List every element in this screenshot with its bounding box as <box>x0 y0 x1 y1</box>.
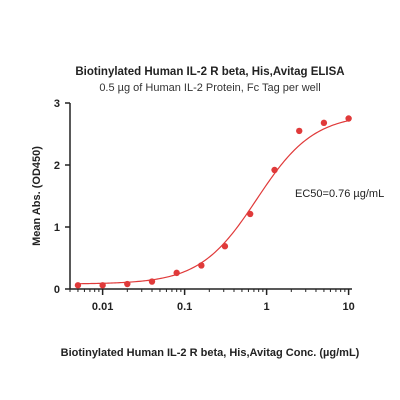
chart-subtitle: 0.5 µg of Human IL-2 Protein, Fc Tag per… <box>99 82 320 94</box>
data-points <box>74 115 352 289</box>
y-tick-label: 3 <box>54 98 60 110</box>
x-tick-label: 1 <box>264 301 270 313</box>
data-point <box>148 278 156 285</box>
x-tick-label: 0.01 <box>92 301 113 313</box>
data-point <box>296 127 303 135</box>
data-point <box>198 262 205 269</box>
data-point <box>246 210 254 218</box>
x-tick-label: 10 <box>342 301 354 313</box>
y-tick-label: 1 <box>54 222 60 234</box>
x-axis-label: Biotinylated Human IL-2 R beta, His,Avit… <box>61 347 360 359</box>
y-tick-label: 0 <box>54 284 60 296</box>
data-point <box>124 280 131 288</box>
data-point <box>173 269 180 277</box>
fit-curve <box>77 120 349 285</box>
chart-title: Biotinylated Human IL-2 R beta, His,Avit… <box>75 66 344 78</box>
y-tick-label: 2 <box>54 160 60 172</box>
y-axis: 0 1 2 3 <box>54 98 71 296</box>
data-point <box>345 115 352 122</box>
data-point <box>74 282 82 289</box>
data-point <box>99 282 106 289</box>
data-point <box>271 166 278 174</box>
data-point <box>221 243 229 250</box>
ec50-annotation: EC50=0.76 µg/mL <box>295 188 384 200</box>
x-tick-label: 0.1 <box>177 301 192 313</box>
y-axis-label: Mean Abs. (OD450) <box>31 146 43 246</box>
x-axis: 0.01 0.1 1 10 <box>69 288 355 313</box>
data-point <box>320 119 328 127</box>
